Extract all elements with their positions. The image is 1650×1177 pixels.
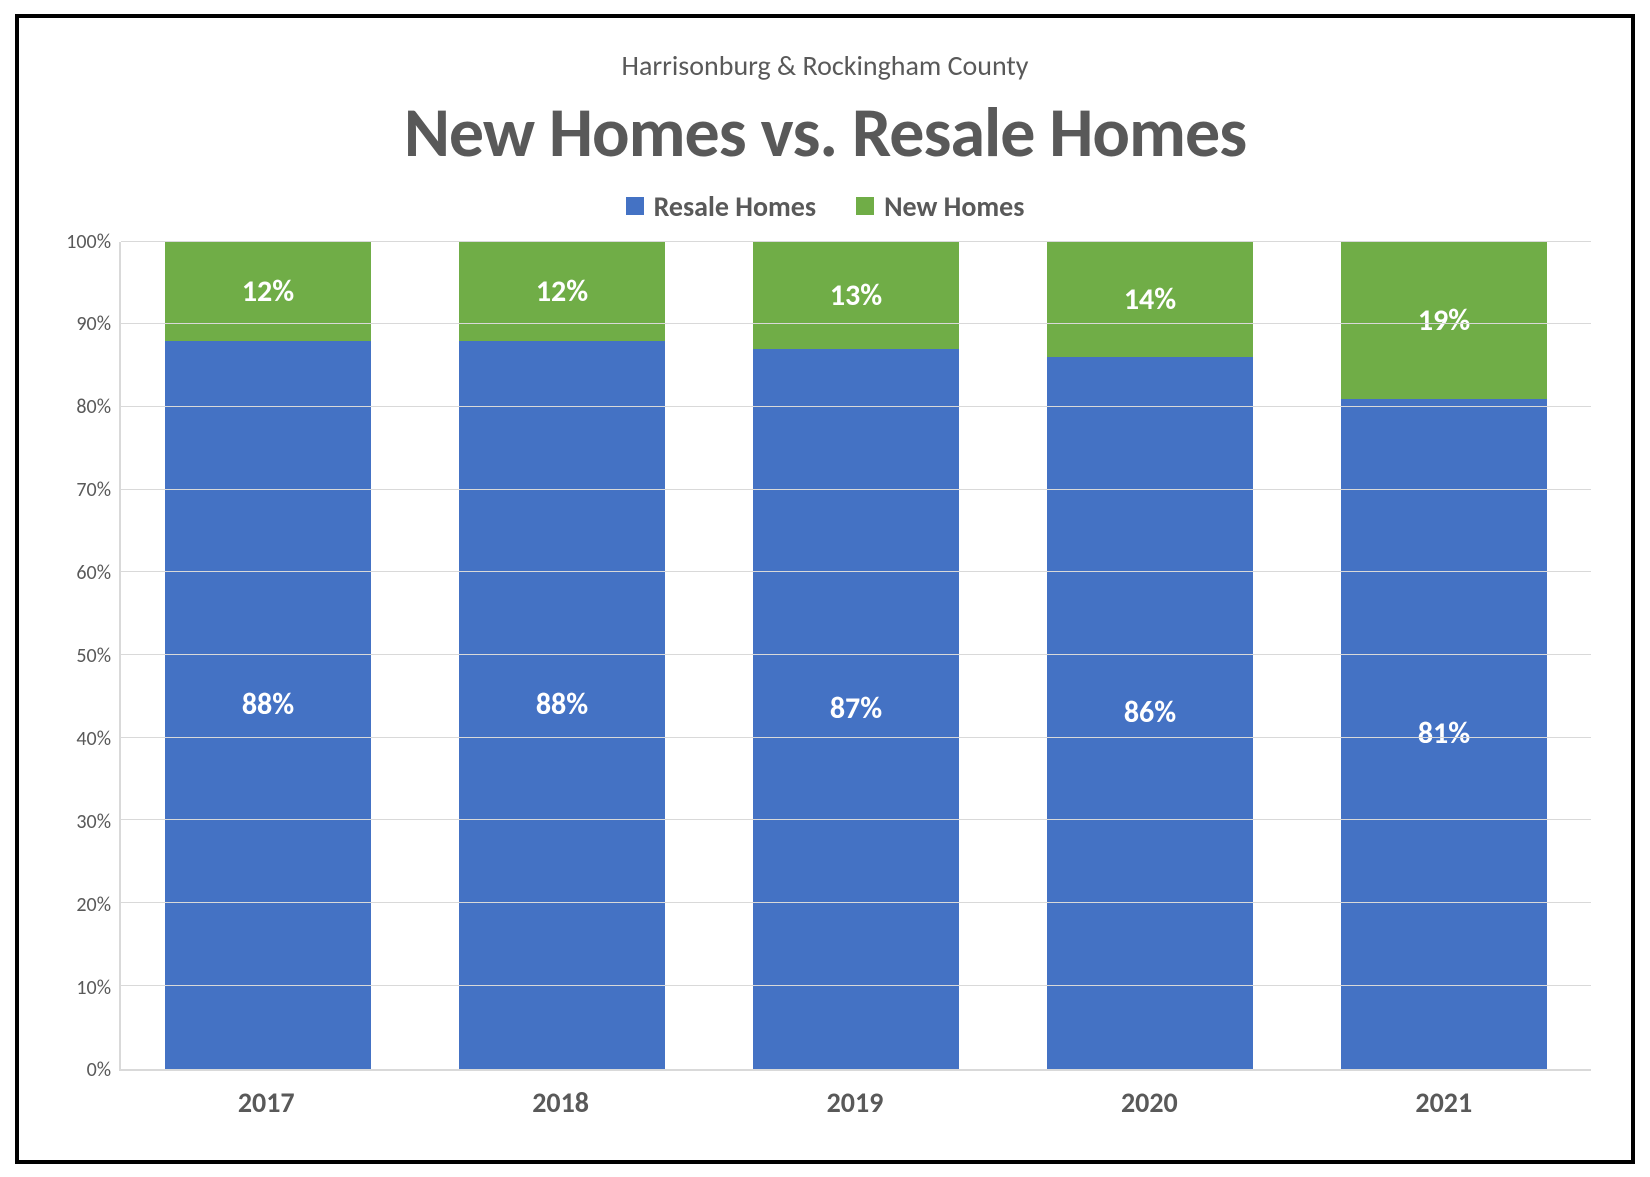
legend-swatch-resale <box>626 197 644 215</box>
chart-frame: Harrisonburg & Rockingham County New Hom… <box>15 14 1635 1164</box>
legend-label-new: New Homes <box>884 189 1024 224</box>
bar-column: 12%88% <box>165 242 371 1069</box>
grid-line <box>121 902 1591 903</box>
bar-segment-resale: 81% <box>1341 399 1547 1069</box>
bar-segment-new: 12% <box>165 242 371 341</box>
plot-area: 100%90%80%70%60%50%40%30%20%10%0% 12%88%… <box>59 242 1591 1071</box>
chart-subtitle: Harrisonburg & Rockingham County <box>59 48 1591 83</box>
grid-line <box>121 654 1591 655</box>
bar-column: 13%87% <box>753 242 959 1069</box>
grid-line <box>121 323 1591 324</box>
plot: 12%88%12%88%13%87%14%86%19%81% <box>119 242 1591 1071</box>
chart-title: New Homes vs. Resale Homes <box>59 89 1591 175</box>
bar-column: 12%88% <box>459 242 665 1069</box>
grid-line <box>121 737 1591 738</box>
legend-new: New Homes <box>856 189 1024 224</box>
bar-column: 19%81% <box>1341 242 1547 1069</box>
chart-legend: Resale Homes New Homes <box>59 189 1591 224</box>
bar-segment-new: 19% <box>1341 242 1547 399</box>
bar-segment-resale: 88% <box>459 341 665 1069</box>
legend-label-resale: Resale Homes <box>654 189 817 224</box>
grid-line <box>121 241 1591 242</box>
bar-segment-new: 12% <box>459 242 665 341</box>
x-axis-label: 2017 <box>163 1085 369 1120</box>
x-axis-label: 2018 <box>458 1085 664 1120</box>
bar-column: 14%86% <box>1047 242 1253 1069</box>
y-axis-col: 100%90%80%70%60%50%40%30%20%10%0% <box>59 242 119 1071</box>
chart-titles: Harrisonburg & Rockingham County New Hom… <box>59 48 1591 175</box>
bar-segment-new: 14% <box>1047 242 1253 358</box>
legend-swatch-new <box>856 197 874 215</box>
legend-resale: Resale Homes <box>626 189 817 224</box>
x-axis-label: 2020 <box>1046 1085 1252 1120</box>
grid-line <box>121 571 1591 572</box>
bar-segment-resale: 86% <box>1047 357 1253 1068</box>
bar-segment-new: 13% <box>753 242 959 350</box>
grid-line <box>121 819 1591 820</box>
grid-line <box>121 406 1591 407</box>
x-axis-label: 2021 <box>1341 1085 1547 1120</box>
y-axis: 100%90%80%70%60%50%40%30%20%10%0% <box>59 242 119 1071</box>
x-axis: 2017 2018 2019 2020 2021 <box>119 1071 1591 1120</box>
x-axis-label: 2019 <box>752 1085 958 1120</box>
grid-line <box>121 489 1591 490</box>
bar-segment-resale: 88% <box>165 341 371 1069</box>
grid-line <box>121 985 1591 986</box>
bars-container: 12%88%12%88%13%87%14%86%19%81% <box>121 242 1591 1069</box>
bar-segment-resale: 87% <box>753 349 959 1068</box>
